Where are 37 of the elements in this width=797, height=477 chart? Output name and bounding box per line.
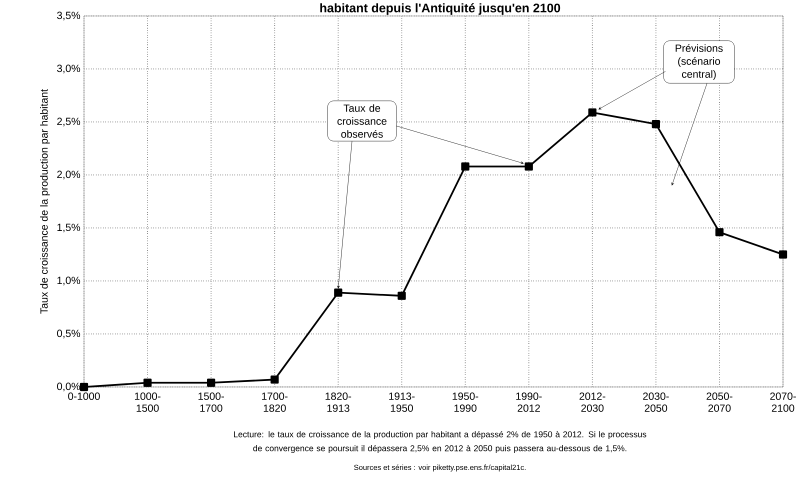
y-tick-label: 2,0% xyxy=(57,170,80,180)
y-tick-label: 2,5% xyxy=(57,118,80,126)
x-tick-label: 2012-2030 xyxy=(580,392,606,412)
point xyxy=(778,250,788,259)
x-tick-label: 1990-2012 xyxy=(516,392,542,412)
point xyxy=(398,292,406,300)
y-tick-label: 3,0% xyxy=(57,64,80,74)
point xyxy=(461,162,470,171)
point xyxy=(80,382,88,392)
y-tick-label: 0,0% xyxy=(57,382,80,392)
point xyxy=(652,120,660,128)
chart-title: habitant depuis l'Antiquité jusqu'en 2100 xyxy=(320,3,560,15)
text: Lecture: le taux de croissance de la production par habitant a dépassé 2% de 1950 à 2012. Si le processus de convergence se poursuit il dépassera 2,5% en 2012 à 2050 puis passera au-dessous de 1,5%. xyxy=(234,431,646,453)
x-tick-label: 1950-1990 xyxy=(452,392,478,412)
point xyxy=(143,378,152,387)
point xyxy=(270,375,279,384)
point xyxy=(715,228,724,236)
point xyxy=(588,108,596,117)
x-tick-label: 2050-2070 xyxy=(706,392,732,412)
x-tick-label: 0-1000 xyxy=(68,392,100,400)
y-tick-label: 3,5% xyxy=(57,12,80,20)
x-tick-label: 1820-1913 xyxy=(326,392,352,412)
x-tick-label: 1700-1820 xyxy=(262,392,288,412)
y-axis-title: Taux de croissance de la production par habitant xyxy=(40,89,50,314)
point xyxy=(334,288,342,297)
y-tick-label: 1,0% xyxy=(57,276,80,286)
annotation: Prévisions (scénario central) xyxy=(676,44,723,80)
annotation: Taux de croissance observés xyxy=(337,104,387,138)
x-tick-label: 1500-1700 xyxy=(198,392,224,412)
x-tick-label: 1000-1500 xyxy=(134,392,160,412)
x-tick-label: 2030-2050 xyxy=(643,392,669,412)
y-tick-label: 1,5% xyxy=(57,224,80,232)
x-tick-label: 1913-1950 xyxy=(389,392,415,412)
point xyxy=(524,162,533,171)
x-tick-label: 2070-2100 xyxy=(770,392,796,412)
point xyxy=(207,378,216,387)
y-tick-label: 0,5% xyxy=(57,330,80,338)
